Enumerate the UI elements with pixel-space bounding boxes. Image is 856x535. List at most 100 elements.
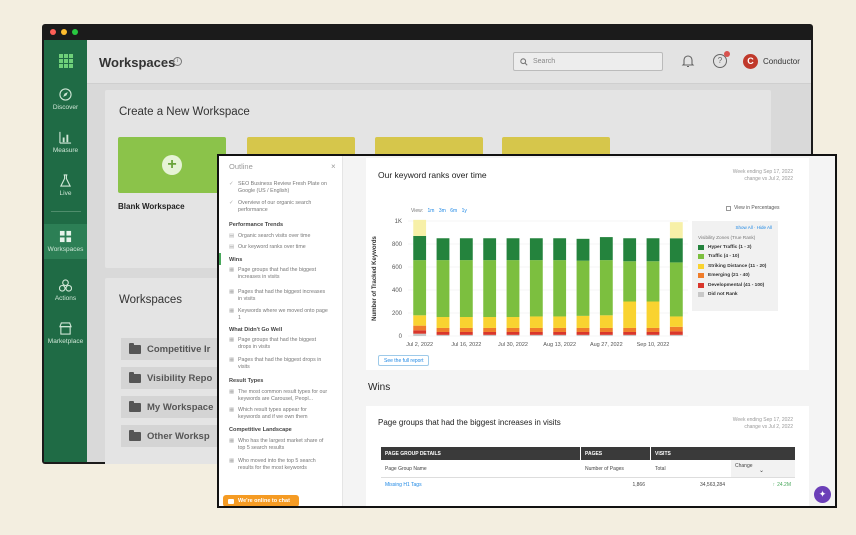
bar-segment bbox=[669, 316, 683, 327]
col-number-of-pages[interactable]: Number of Pages bbox=[585, 465, 624, 472]
legend-swatch bbox=[698, 292, 704, 297]
outline-section-heading: Result Types bbox=[229, 378, 264, 384]
store-icon bbox=[59, 322, 72, 335]
outline-item[interactable]: ▦ Which result types appear for keywords … bbox=[229, 407, 329, 421]
outline-item[interactable]: ▦ Who has the largest market share of top… bbox=[229, 438, 329, 452]
bar-segment bbox=[623, 334, 637, 336]
legend-item[interactable]: Did not Rank bbox=[698, 292, 772, 297]
workspace-folder[interactable]: Other Worksp bbox=[121, 425, 231, 447]
outline-item[interactable]: ▦ Who moved into the top 5 search results… bbox=[229, 458, 329, 472]
arrow-up-icon: ↑ bbox=[772, 481, 776, 488]
bell-icon[interactable] bbox=[681, 54, 695, 68]
hide-all-link[interactable]: Hide All bbox=[756, 225, 772, 230]
row-page-group-link[interactable]: Missing H1 Tags bbox=[385, 481, 422, 488]
bar-segment bbox=[413, 325, 427, 331]
avatar[interactable]: C bbox=[743, 54, 758, 69]
outline-item[interactable]: ▦ Page groups that had the biggest drops … bbox=[229, 337, 329, 351]
bar-segment bbox=[646, 238, 660, 262]
search-input[interactable]: Search bbox=[513, 52, 663, 71]
workspace-folder[interactable]: Competitive Ir bbox=[121, 338, 231, 360]
sidebar-item-discover[interactable]: Discover bbox=[53, 88, 78, 111]
bar-segment bbox=[669, 326, 683, 332]
legend-label: Traffic (4 - 10) bbox=[708, 254, 740, 259]
outline-item[interactable]: ✓ SEO Business Review Fresh Plate on Goog… bbox=[229, 181, 329, 195]
sidebar-item-marketplace[interactable]: Marketplace bbox=[48, 322, 83, 345]
blank-workspace-tile[interactable]: + bbox=[118, 137, 226, 193]
keyword-rank-chart: 0 200 400 600 800 1K Number of Tracked Keyword… bbox=[372, 219, 688, 348]
outline-item[interactable]: ▦ Keywords where we moved onto page 1 bbox=[229, 308, 329, 322]
sidebar-item-actions[interactable]: Actions bbox=[55, 279, 76, 302]
maximize-window-button[interactable] bbox=[72, 29, 78, 35]
legend-item[interactable]: Developmental (41 - 100) bbox=[698, 282, 772, 288]
view-1y[interactable]: 1y bbox=[461, 208, 467, 214]
blank-workspace-label[interactable]: Blank Workspace bbox=[118, 202, 185, 211]
outline-item[interactable]: ▤ Organic search visits over time bbox=[229, 233, 329, 240]
info-icon[interactable]: i bbox=[173, 57, 182, 66]
bar-segment bbox=[599, 315, 613, 328]
magic-wand-icon[interactable]: ✦ bbox=[814, 486, 831, 503]
workspace-folder[interactable]: My Workspace bbox=[121, 396, 231, 418]
legend-item[interactable]: Traffic (4 - 10) bbox=[698, 254, 772, 259]
outline-item[interactable]: ▦ Pages that had the biggest increases in… bbox=[229, 289, 329, 303]
conductor-logo[interactable] bbox=[58, 54, 73, 68]
outline-item[interactable]: ▦ The most common result types for our ke… bbox=[229, 389, 329, 403]
bar-segment bbox=[483, 260, 497, 318]
outline-section-heading: Performance Trends bbox=[229, 222, 284, 228]
legend-item[interactable]: Striking Distance (11 - 20) bbox=[698, 263, 772, 269]
check-icon: ✓ bbox=[229, 181, 234, 187]
header-visits: VISITS bbox=[655, 450, 671, 457]
col-total[interactable]: Total bbox=[655, 465, 666, 472]
outline-item[interactable]: ✓ Overview of our organic search performa… bbox=[229, 200, 329, 214]
outline-item-label: Pages that had the biggest drops in visi… bbox=[238, 357, 322, 370]
account-name[interactable]: Conductor bbox=[763, 57, 800, 66]
sidebar-item-workspaces[interactable]: Workspaces bbox=[44, 224, 87, 259]
chat-button[interactable]: We're online to chat bbox=[223, 495, 299, 506]
bar-segment bbox=[623, 238, 637, 262]
bar-segment bbox=[576, 315, 590, 328]
x-tick-label: Sep 10, 2022 bbox=[637, 342, 670, 348]
bar-segment bbox=[529, 260, 543, 317]
bar-segment bbox=[529, 238, 543, 261]
sort-chevron-icon: ⌄ bbox=[759, 468, 765, 474]
percent-toggle[interactable]: View in Percentages bbox=[726, 205, 780, 211]
bar-segment bbox=[483, 327, 497, 332]
outline-item[interactable]: ▦ Pages that had the biggest drops in vis… bbox=[229, 357, 329, 371]
close-window-button[interactable] bbox=[50, 29, 56, 35]
table-icon: ▦ bbox=[229, 389, 235, 395]
legend-item[interactable]: Hyper Traffic (1 - 3) bbox=[698, 244, 772, 250]
workspace-folder[interactable]: Visibility Repo bbox=[121, 367, 231, 389]
row-change-value: 24.2M bbox=[777, 481, 791, 488]
y-tick-label: 1K bbox=[395, 219, 402, 225]
week-ending: Week ending Sep 17, 2022 bbox=[732, 169, 793, 175]
outline-item[interactable]: ▦ Page groups that had the biggest increa… bbox=[229, 267, 329, 281]
table-icon: ▦ bbox=[229, 267, 235, 273]
sidebar-item-measure[interactable]: Measure bbox=[53, 131, 78, 154]
percent-toggle-label: View in Percentages bbox=[734, 205, 780, 211]
show-all-link[interactable]: Show All bbox=[735, 225, 753, 230]
view-1m[interactable]: 1m bbox=[427, 208, 435, 214]
table-icon: ▦ bbox=[229, 289, 235, 295]
help-icon[interactable]: ? bbox=[713, 54, 727, 68]
outline-item[interactable]: ▤ Our keyword ranks over time bbox=[229, 244, 329, 251]
bar-segment bbox=[529, 334, 543, 336]
bar-segment bbox=[623, 327, 637, 332]
legend-item[interactable]: Emerging (21 - 40) bbox=[698, 273, 772, 278]
chat-bubble-icon bbox=[228, 498, 234, 504]
col-change[interactable]: Change ⌄ bbox=[731, 460, 795, 477]
view-6m[interactable]: 6m bbox=[450, 208, 458, 214]
close-icon[interactable]: × bbox=[331, 162, 336, 171]
legend-separator: · bbox=[753, 225, 756, 230]
week-ending: Week ending Sep 17, 2022 bbox=[732, 417, 793, 423]
view-3m[interactable]: 3m bbox=[438, 208, 446, 214]
col-page-group-name[interactable]: Page Group Name bbox=[385, 465, 427, 472]
checkbox[interactable] bbox=[726, 205, 731, 211]
full-report-button[interactable]: See the full report bbox=[378, 355, 430, 366]
create-workspace-title: Create a New Workspace bbox=[119, 106, 250, 118]
bar-segment bbox=[669, 331, 683, 335]
sidebar-item-live[interactable]: Live bbox=[59, 174, 72, 197]
minimize-window-button[interactable] bbox=[61, 29, 67, 35]
folder-icon bbox=[129, 400, 141, 412]
bar-segment bbox=[623, 331, 637, 335]
header-bar: Workspaces i Search ? C Conductor bbox=[87, 40, 811, 84]
bar-segment bbox=[459, 334, 473, 336]
